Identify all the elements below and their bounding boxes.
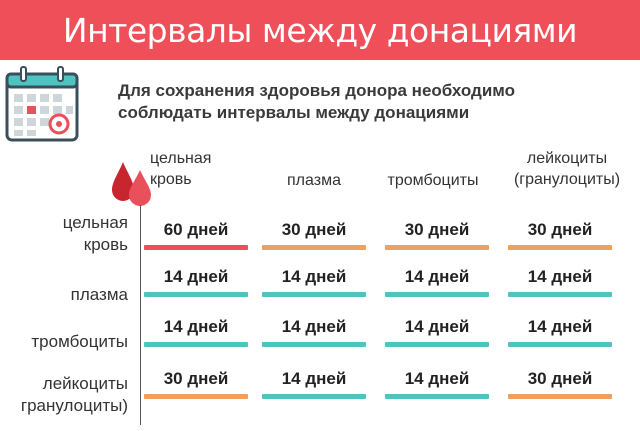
subtitle-line-2: соблюдать интервалы между донациями [118, 103, 470, 122]
row-header-divider [140, 205, 141, 425]
interval-value: 14 дней [281, 369, 347, 388]
interval-cell: 14 дней [385, 368, 489, 399]
interval-cell: 30 дней [385, 219, 489, 250]
interval-cell: 30 дней [508, 219, 612, 250]
subtitle-line-1: Для сохранения здоровья донора необходим… [118, 81, 516, 100]
calendar-icon [5, 66, 79, 142]
interval-bar [144, 394, 248, 399]
row-header-platelets: тромбоциты [0, 331, 128, 353]
column-header-leukocytes: лейкоциты (гранулоциты) [500, 148, 634, 190]
interval-value: 14 дней [163, 317, 229, 336]
interval-bar [144, 292, 248, 297]
row-header-whole-blood: цельная кровь [0, 212, 128, 256]
interval-cell: 14 дней [385, 266, 489, 297]
interval-bar [508, 245, 612, 250]
title-banner: Интервалы между донациями [0, 0, 640, 60]
row-header-plasma: плазма [0, 284, 128, 306]
column-header-line: лейкоциты [526, 150, 608, 167]
interval-cell: 14 дней [262, 316, 366, 347]
interval-cell: 60 дней [144, 219, 248, 250]
blood-drops-icon [112, 162, 151, 206]
page-title: Интервалы между донациями [62, 10, 578, 50]
interval-value: 30 дней [281, 220, 347, 239]
interval-bar [508, 292, 612, 297]
row-header-line: кровь [83, 235, 128, 254]
column-header-line: (гранулоциты) [513, 171, 621, 188]
row-header-line: лейкоциты [42, 374, 128, 393]
interval-bar [262, 245, 366, 250]
interval-value: 30 дней [163, 369, 229, 388]
interval-value: 14 дней [527, 317, 593, 336]
column-header-line: цельная [150, 150, 212, 167]
interval-value: 14 дней [404, 267, 470, 286]
interval-bar [508, 394, 612, 399]
interval-cell: 14 дней [144, 266, 248, 297]
interval-bar [385, 292, 489, 297]
row-header-line: тромбоциты [31, 332, 128, 351]
interval-cell: 14 дней [262, 368, 366, 399]
interval-bar [385, 394, 489, 399]
row-header-line: гранулоциты) [20, 396, 128, 415]
interval-bar [144, 245, 248, 250]
column-header-line: кровь [150, 171, 192, 188]
interval-value: 14 дней [281, 267, 347, 286]
column-header-line: тромбоциты [387, 172, 479, 189]
interval-value: 30 дней [527, 220, 593, 239]
column-header-platelets: тромбоциты [372, 170, 494, 191]
interval-value: 30 дней [404, 220, 470, 239]
interval-cell: 14 дней [144, 316, 248, 347]
column-header-plasma: плазма [262, 170, 366, 191]
interval-cell: 14 дней [262, 266, 366, 297]
interval-value: 14 дней [404, 317, 470, 336]
interval-bar [262, 394, 366, 399]
interval-bar [262, 292, 366, 297]
row-header-line: цельная [62, 213, 128, 232]
interval-bar [262, 342, 366, 347]
column-header-line: плазма [287, 172, 341, 189]
interval-cell: 30 дней [508, 368, 612, 399]
interval-value: 14 дней [527, 267, 593, 286]
interval-cell: 30 дней [262, 219, 366, 250]
interval-bar [508, 342, 612, 347]
interval-value: 30 дней [527, 369, 593, 388]
interval-value: 14 дней [163, 267, 229, 286]
interval-cell: 30 дней [144, 368, 248, 399]
interval-cell: 14 дней [385, 316, 489, 347]
interval-value: 14 дней [281, 317, 347, 336]
subtitle: Для сохранения здоровья донора необходим… [118, 80, 638, 124]
interval-bar [385, 245, 489, 250]
row-header-line: плазма [70, 285, 128, 304]
interval-bar [385, 342, 489, 347]
interval-cell: 14 дней [508, 316, 612, 347]
row-header-leukocytes: лейкоциты гранулоциты) [0, 373, 128, 417]
interval-cell: 14 дней [508, 266, 612, 297]
column-header-whole-blood: цельная кровь [150, 148, 250, 190]
interval-value: 60 дней [163, 220, 229, 239]
interval-bar [144, 342, 248, 347]
interval-value: 14 дней [404, 369, 470, 388]
